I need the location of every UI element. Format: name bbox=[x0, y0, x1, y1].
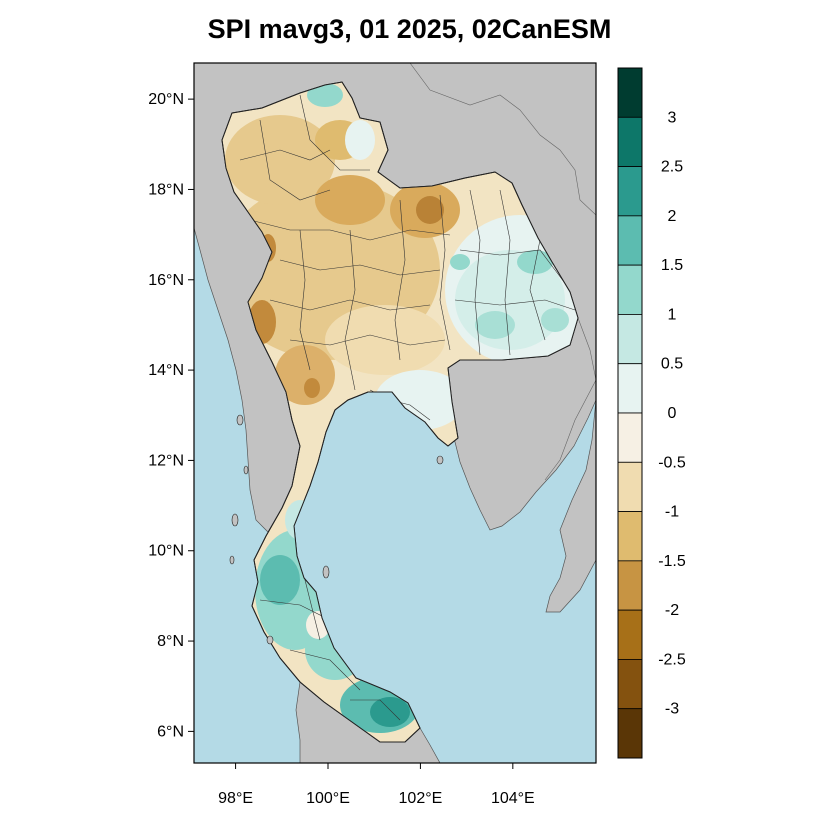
thailand-outline bbox=[221, 81, 579, 743]
lon-tick-label: 98°E bbox=[218, 790, 253, 807]
spi-patch bbox=[307, 83, 343, 107]
colorbar-label: 2 bbox=[668, 208, 677, 225]
province-boundaries bbox=[239, 94, 576, 721]
spi-patch bbox=[450, 254, 470, 270]
colorbar-frame bbox=[617, 67, 643, 759]
islands bbox=[229, 414, 444, 645]
colorbar-swatch bbox=[617, 264, 643, 315]
spi-patch bbox=[475, 311, 515, 339]
colorbar-label: -2.5 bbox=[658, 651, 686, 668]
colorbar-swatch bbox=[617, 116, 643, 167]
colorbar-label: -3 bbox=[665, 701, 679, 718]
colorbar-swatch bbox=[617, 708, 643, 759]
colorbar-label: -0.5 bbox=[658, 454, 686, 471]
spi-patch bbox=[325, 305, 445, 375]
colorbar-swatch bbox=[617, 412, 643, 463]
lat-tick-label: 18°N bbox=[148, 181, 184, 198]
laos-border bbox=[409, 63, 596, 216]
colorbar-swatch bbox=[617, 166, 643, 217]
lat-tick-label: 14°N bbox=[148, 362, 184, 379]
colorbar-label: 0.5 bbox=[661, 356, 683, 373]
colorbar-swatch bbox=[617, 609, 643, 660]
spi-patch bbox=[304, 378, 320, 398]
colorbar: 3 2.5 2 1.5 1 0.5 0 -0.5 -1 -1.5 -2 -2.5 -3 bbox=[617, 67, 686, 759]
spi-patch bbox=[260, 555, 300, 605]
colorbar-label: -1.5 bbox=[658, 553, 686, 570]
colorbar-swatch bbox=[617, 659, 643, 710]
lat-tick-label: 8°N bbox=[157, 633, 184, 650]
lat-tick-label: 10°N bbox=[148, 543, 184, 560]
colorbar-label: 1.5 bbox=[661, 257, 683, 274]
cambodia-border bbox=[544, 317, 596, 481]
lon-tick-label: 102°E bbox=[399, 790, 443, 807]
lat-tick-label: 6°N bbox=[157, 723, 184, 740]
spi-patch bbox=[370, 697, 410, 727]
colorbar-swatch bbox=[617, 215, 643, 266]
colorbar-swatch bbox=[617, 314, 643, 365]
colorbar-label: 0 bbox=[668, 405, 677, 422]
colorbar-label: -2 bbox=[665, 602, 679, 619]
colorbar-swatch bbox=[617, 511, 643, 562]
lon-tick-label: 100°E bbox=[306, 790, 350, 807]
colorbar-swatch bbox=[617, 461, 643, 512]
vietnam-south bbox=[545, 399, 596, 613]
map-frame bbox=[193, 62, 597, 764]
spi-patch bbox=[225, 115, 335, 205]
colorbar-swatch bbox=[617, 363, 643, 414]
colorbar-swatch bbox=[617, 560, 643, 611]
latitude-axis: 20°N 18°N 16°N 14°N 12°N 10°N 8°N 6°N bbox=[148, 91, 194, 740]
colorbar-label: 1 bbox=[668, 306, 677, 323]
colorbar-swatch bbox=[617, 67, 643, 118]
colorbar-label: 3 bbox=[668, 109, 677, 126]
spi-patch bbox=[315, 175, 385, 225]
spi-patch bbox=[517, 250, 553, 274]
longitude-axis: 98°E 100°E 102°E 104°E bbox=[218, 763, 535, 807]
lon-tick-label: 104°E bbox=[491, 790, 535, 807]
map-title: SPI mavg3, 01 2025, 02CanESM bbox=[207, 14, 612, 44]
lat-tick-label: 12°N bbox=[148, 452, 184, 469]
colorbar-label: 2.5 bbox=[661, 159, 683, 176]
lat-tick-label: 20°N bbox=[148, 91, 184, 108]
spi-patch bbox=[275, 345, 335, 405]
spi-patch bbox=[416, 196, 444, 224]
colorbar-label: -1 bbox=[665, 504, 679, 521]
lat-tick-label: 16°N bbox=[148, 272, 184, 289]
spi-patch bbox=[541, 308, 569, 332]
spi-patch bbox=[345, 120, 375, 160]
